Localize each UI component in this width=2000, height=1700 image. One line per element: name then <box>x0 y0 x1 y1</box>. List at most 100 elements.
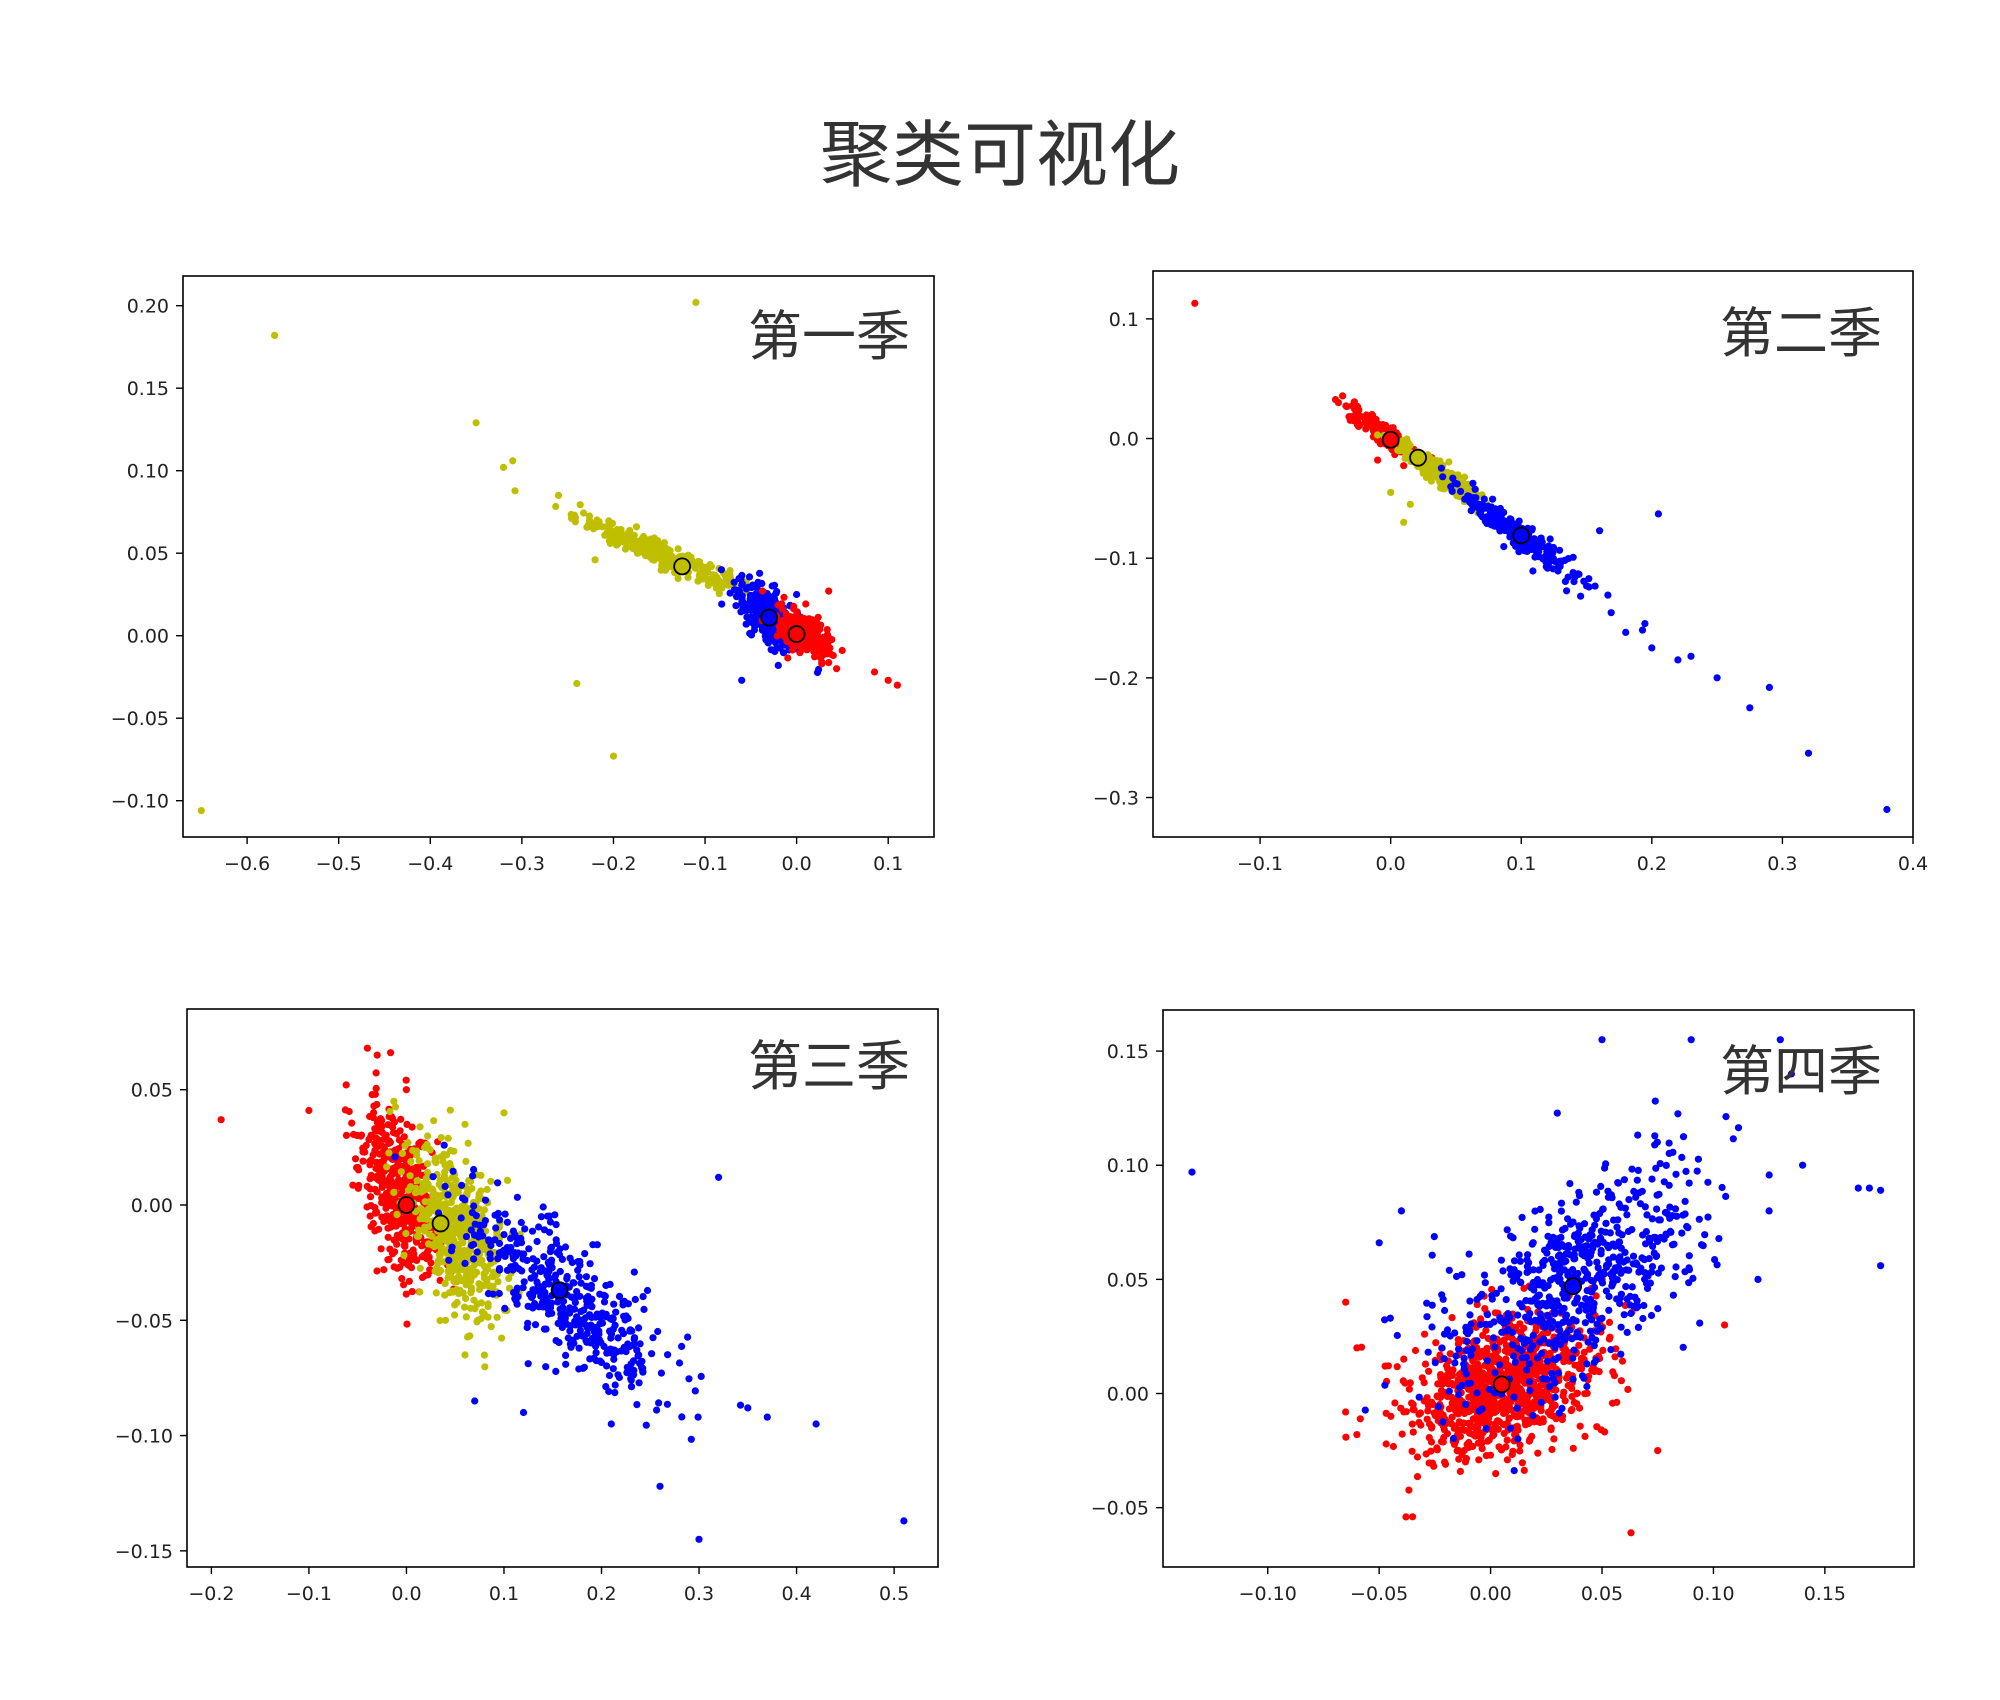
scatter-point <box>1576 1224 1584 1232</box>
scatter-point <box>1431 1359 1439 1367</box>
scatter-point <box>1518 1389 1526 1397</box>
scatter-point <box>513 1240 521 1248</box>
scatter-point <box>436 1317 444 1325</box>
scatter-point <box>1618 1357 1627 1365</box>
scatter-point <box>1549 1412 1557 1420</box>
scatter-point <box>1674 1110 1682 1118</box>
scatter-point <box>419 1215 428 1223</box>
scatter-point <box>355 1166 363 1174</box>
scatter-point <box>1428 1251 1436 1259</box>
scatter-point <box>1545 1219 1553 1227</box>
scatter-point <box>1626 1292 1634 1300</box>
scatter-point <box>1587 1248 1595 1256</box>
point-layer <box>197 298 902 815</box>
scatter-point <box>1613 1295 1621 1303</box>
scatter-point <box>1339 392 1347 400</box>
scatter-point <box>507 1263 515 1271</box>
scatter-point <box>441 1279 449 1288</box>
scatter-point <box>457 1214 465 1222</box>
scatter-point <box>1499 1420 1507 1429</box>
scatter-point <box>1573 1328 1581 1336</box>
scatter-point <box>1537 1398 1545 1406</box>
scatter-point <box>515 1265 523 1273</box>
scatter-point <box>802 600 810 608</box>
scatter-point <box>1590 1342 1598 1350</box>
scatter-point <box>1452 1272 1461 1281</box>
scatter-point <box>1665 1139 1673 1147</box>
scatter-point <box>1592 1336 1600 1344</box>
scatter-point <box>415 1226 423 1234</box>
scatter-point <box>400 1251 408 1259</box>
scatter-point <box>378 1193 386 1201</box>
scatter-point <box>1636 1200 1644 1208</box>
scatter-point <box>573 1332 581 1340</box>
y-tick-label: 0.20 <box>127 296 169 318</box>
x-tick-label: 0.2 <box>586 1583 616 1605</box>
scatter-point <box>1444 1380 1453 1388</box>
scatter-point <box>1685 1252 1693 1260</box>
scatter-point <box>444 1191 452 1199</box>
scatter-point <box>1454 1340 1462 1348</box>
scatter-point <box>467 1264 475 1273</box>
scatter-point <box>501 1210 509 1218</box>
scatter-point <box>1424 1407 1432 1415</box>
scatter-point <box>1411 1346 1420 1355</box>
scatter-point <box>1561 1336 1569 1344</box>
x-tick-label: −0.4 <box>407 853 453 875</box>
centroid-marker <box>673 557 692 576</box>
scatter-point <box>570 1339 578 1347</box>
scatter-point <box>1522 1420 1530 1428</box>
scatter-point <box>1384 1362 1392 1370</box>
scatter-point <box>653 1406 661 1414</box>
scatter-point <box>767 646 775 654</box>
scatter-point <box>576 501 584 509</box>
scatter-point <box>1699 1242 1707 1250</box>
scatter-point <box>1597 1182 1605 1190</box>
scatter-point <box>1569 553 1577 561</box>
scatter-point <box>1485 1436 1493 1444</box>
scatter-point <box>1466 1311 1474 1319</box>
scatter-point <box>398 1275 406 1283</box>
scatter-point <box>592 1324 600 1332</box>
scatter-point <box>736 1401 745 1409</box>
scatter-point <box>485 1282 493 1290</box>
outlier-point <box>900 1517 908 1525</box>
scatter-point <box>1532 548 1540 556</box>
outlier-point <box>1596 527 1604 535</box>
scatter-point <box>1520 1466 1528 1474</box>
scatter-point <box>1563 587 1571 595</box>
scatter-point <box>581 1314 590 1322</box>
scatter-point <box>570 1279 578 1287</box>
scatter-point <box>539 1203 547 1211</box>
scatter-point <box>1391 1399 1399 1407</box>
scatter-point <box>370 1102 378 1110</box>
scatter-point <box>1570 1346 1578 1354</box>
scatter-point <box>386 1107 394 1116</box>
scatter-point <box>1538 1349 1546 1357</box>
scatter-point <box>695 572 703 580</box>
scatter-point <box>587 1281 596 1289</box>
scatter-point <box>1541 1368 1549 1376</box>
scatter-point <box>627 1383 636 1391</box>
scatter-point <box>387 1049 395 1057</box>
x-tick-label: −0.2 <box>590 853 636 875</box>
scatter-point <box>1518 1335 1526 1343</box>
scatter-point <box>1597 1227 1605 1235</box>
scatter-point <box>525 1245 533 1253</box>
scatter-point <box>470 1202 478 1210</box>
scatter-point <box>1653 1205 1661 1213</box>
scatter-point <box>1561 1224 1569 1232</box>
scatter-point <box>1572 1198 1580 1206</box>
scatter-point <box>1669 1291 1677 1299</box>
scatter-point <box>1625 1196 1633 1204</box>
scatter-point <box>517 1218 525 1227</box>
point-layer <box>217 1044 908 1543</box>
scatter-point <box>1613 1223 1621 1231</box>
scatter-point <box>1609 1280 1617 1288</box>
scatter-point <box>480 1206 488 1214</box>
scatter-point <box>1583 1382 1591 1391</box>
scatter-point <box>1446 1332 1454 1340</box>
scatter-point <box>1534 1449 1542 1457</box>
scatter-point <box>1443 1326 1452 1334</box>
scatter-point <box>383 1163 391 1171</box>
